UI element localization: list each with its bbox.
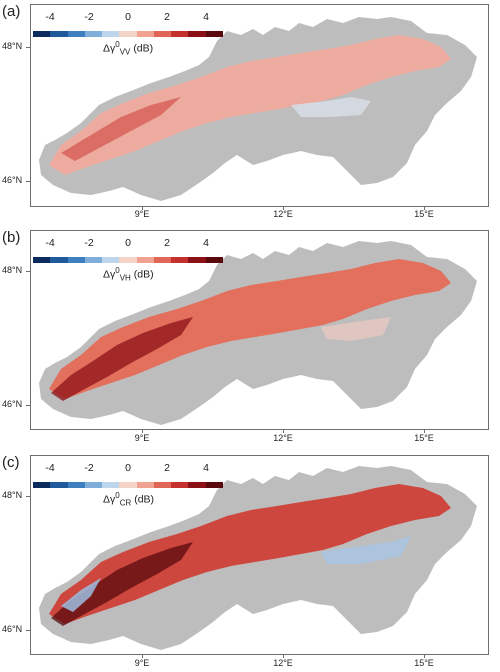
lat-label: 48°N <box>2 490 23 500</box>
axis-tick <box>424 655 425 658</box>
tick-label: 2 <box>164 462 170 474</box>
colorbar-swatch <box>153 257 172 263</box>
colorbar <box>33 257 223 263</box>
colorbar-ticks: -4 -2 0 2 4 <box>33 237 223 253</box>
colorbar-swatch <box>188 31 206 37</box>
colorbar <box>33 31 223 37</box>
lat-label: 46°N <box>2 399 23 409</box>
tick-label: -2 <box>84 462 94 474</box>
colorbar-swatch <box>171 31 189 37</box>
colorbar-swatch <box>119 257 137 263</box>
data-overlay <box>49 35 451 175</box>
tick-label: -4 <box>45 462 55 474</box>
map-frame: -4 -2 0 2 4 Δγ0VV (dB) <box>30 4 489 207</box>
tick-label: 2 <box>164 11 170 23</box>
colorbar-swatch <box>50 31 68 37</box>
lat-label: 48°N <box>2 265 23 275</box>
lat-label: 46°N <box>2 175 23 185</box>
lon-label: 15°E <box>414 658 434 668</box>
axis-tick <box>424 430 425 433</box>
tick-label: -2 <box>84 11 94 23</box>
colorbar-swatch <box>33 482 51 488</box>
colorbar-title: Δγ0CR (dB) <box>103 491 155 508</box>
colorbar-swatch <box>67 31 85 37</box>
colorbar-swatch <box>84 31 103 37</box>
colorbar-swatch <box>171 482 189 488</box>
colorbar-title: Δγ0VH (dB) <box>103 266 154 283</box>
axis-tick <box>26 496 30 497</box>
lat-label: 46°N <box>2 624 23 634</box>
map-canvas <box>39 17 477 201</box>
axis-tick <box>26 47 30 48</box>
lon-label: 9°E <box>134 209 150 219</box>
lon-label: 9°E <box>134 433 150 443</box>
colorbar-swatch <box>188 482 206 488</box>
lon-label: 9°E <box>134 658 150 668</box>
colorbar-swatch <box>136 482 154 488</box>
colorbar-swatch <box>119 31 137 37</box>
colorbar-swatch <box>205 482 223 488</box>
colorbar-swatch <box>153 482 172 488</box>
colorbar-swatch <box>205 31 223 37</box>
colorbar-swatch <box>84 257 103 263</box>
tick-label: -4 <box>45 237 55 249</box>
axis-tick <box>283 207 284 210</box>
lon-label: 12°E <box>273 209 293 219</box>
colorbar-swatch <box>84 482 103 488</box>
lon-label: 15°E <box>414 209 434 219</box>
lon-label: 12°E <box>273 433 293 443</box>
axis-tick <box>283 655 284 658</box>
axis-tick <box>26 630 30 631</box>
axis-tick <box>26 405 30 406</box>
colorbar-swatch <box>50 482 68 488</box>
colorbar <box>33 482 223 488</box>
panel-label: (b) <box>2 229 21 246</box>
tick-label: 4 <box>203 237 209 249</box>
lon-label: 12°E <box>273 658 293 668</box>
data-overlay <box>49 259 451 399</box>
map-canvas <box>39 466 477 650</box>
colorbar-swatch <box>188 257 206 263</box>
map-frame: -4 -2 0 2 4 Δγ0VH (dB) <box>30 230 489 430</box>
colorbar-swatch <box>33 257 51 263</box>
lat-label: 48°N <box>2 41 23 51</box>
tick-label: 0 <box>125 11 131 23</box>
axis-tick <box>142 430 143 433</box>
axis-tick <box>142 655 143 658</box>
data-overlay <box>49 484 451 624</box>
colorbar-swatch <box>67 257 85 263</box>
colorbar-swatch <box>153 31 172 37</box>
tick-label: -4 <box>45 11 55 23</box>
colorbar-swatch <box>171 257 189 263</box>
colorbar-swatch <box>67 482 85 488</box>
axis-tick <box>283 430 284 433</box>
colorbar-swatch <box>136 257 154 263</box>
colorbar-swatch <box>102 257 120 263</box>
tick-label: 4 <box>203 11 209 23</box>
colorbar-swatch <box>205 257 223 263</box>
colorbar-swatch <box>102 31 120 37</box>
tick-label: 0 <box>125 237 131 249</box>
colorbar-swatch <box>136 31 154 37</box>
colorbar-swatch <box>119 482 137 488</box>
colorbar-swatch <box>33 31 51 37</box>
colorbar-ticks: -4 -2 0 2 4 <box>33 462 223 478</box>
colorbar-swatch <box>102 482 120 488</box>
map-canvas <box>39 241 477 425</box>
tick-label: 4 <box>203 462 209 474</box>
map-frame: -4 -2 0 2 4 Δγ0CR (dB) <box>30 455 489 655</box>
axis-tick <box>424 207 425 210</box>
tick-label: 0 <box>125 462 131 474</box>
colorbar-ticks: -4 -2 0 2 4 <box>33 11 223 27</box>
colorbar-title: Δγ0VV (dB) <box>103 40 154 57</box>
axis-tick <box>26 181 30 182</box>
colorbar-swatch <box>50 257 68 263</box>
lon-label: 15°E <box>414 433 434 443</box>
panel-label: (a) <box>2 3 21 20</box>
tick-label: 2 <box>164 237 170 249</box>
panel-label: (c) <box>2 454 20 471</box>
axis-tick <box>26 271 30 272</box>
tick-label: -2 <box>84 237 94 249</box>
axis-tick <box>142 207 143 210</box>
